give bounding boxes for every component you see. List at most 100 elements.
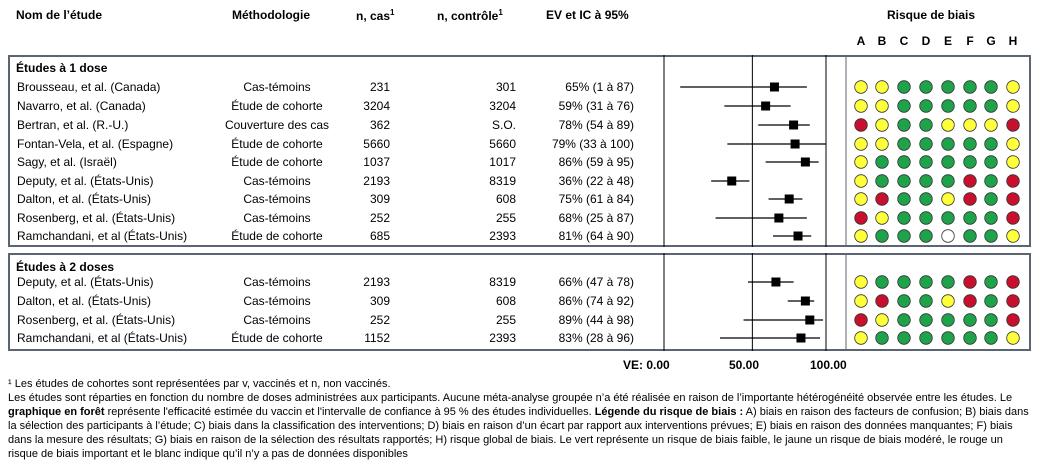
axis-label-100: 100.00 [810, 358, 847, 372]
bias-dot-g [984, 313, 998, 327]
study-name: Deputy, et al. (États-Unis) [17, 174, 154, 188]
bias-dot-e [941, 331, 955, 345]
bias-dot-h [1006, 313, 1020, 327]
bias-letter-f: F [966, 34, 974, 48]
bias-dot-f [963, 137, 977, 151]
bias-dot-g [984, 331, 998, 345]
bias-dot-c [897, 118, 911, 132]
footnote-text-3: A) biais en raison des facteurs de confu… [8, 406, 1029, 460]
bias-dot-e [941, 211, 955, 225]
bias-dot-h [1006, 192, 1020, 206]
bias-dot-a [854, 294, 868, 308]
bias-dot-g [984, 174, 998, 188]
bias-dot-b [875, 174, 889, 188]
ve-text: 65% (1 à 87) [565, 80, 634, 94]
study-method: Cas-témoins [243, 211, 311, 225]
bias-dot-h [1006, 155, 1020, 169]
study-name: Bertran, et al. (R.-U.) [17, 118, 129, 132]
point-estimate [769, 82, 779, 92]
cases-count: 1152 [364, 331, 390, 345]
bias-dot-h [1006, 80, 1020, 94]
header-method: Méthodologie [232, 8, 310, 22]
bias-dot-h [1006, 331, 1020, 345]
bias-dot-b [875, 155, 889, 169]
point-estimate [796, 333, 806, 343]
bias-dot-b [875, 80, 889, 94]
bias-dot-g [984, 211, 998, 225]
bias-dot-d [919, 155, 933, 169]
bias-dot-f [963, 80, 977, 94]
header-cases: n, cas1 [356, 8, 394, 23]
ve-text: 89% (44 à 98) [558, 313, 634, 327]
cases-count: 1037 [363, 155, 390, 169]
section-title-one-dose: Études à 1 dose [16, 61, 108, 75]
point-estimate [789, 120, 799, 130]
controls-count: 301 [495, 80, 516, 94]
footnote-text-1: Les études sont réparties en fonction du… [8, 392, 1013, 404]
bias-letter-h: H [1008, 34, 1018, 48]
controls-count: 255 [495, 313, 516, 327]
bias-dot-a [854, 275, 868, 289]
bias-dot-c [897, 155, 911, 169]
bias-dot-b [875, 313, 889, 327]
bias-dot-d [919, 294, 933, 308]
study-name: Dalton, et al. (États-Unis) [17, 294, 152, 308]
study-method: Cas-témoins [243, 313, 311, 327]
controls-count: 255 [495, 211, 516, 225]
bias-dot-b [875, 294, 889, 308]
study-method: Étude de cohorte [231, 155, 323, 169]
point-estimate [793, 231, 803, 241]
bias-dot-e [941, 192, 955, 206]
bias-dot-h [1006, 275, 1020, 289]
footnotes: ¹ Les études de cohortes sont représenté… [8, 377, 1033, 461]
bias-dot-e [941, 118, 955, 132]
ve-text: 79% (33 à 100) [551, 137, 634, 151]
controls-count: 1017 [489, 155, 516, 169]
study-method: Cas-témoins [243, 192, 311, 206]
bias-dot-a [854, 229, 868, 243]
footnote-1: ¹ Les études de cohortes sont représenté… [8, 378, 391, 390]
study-method: Étude de cohorte [231, 99, 323, 113]
bias-dot-c [897, 99, 911, 113]
bias-letter-e: E [943, 34, 952, 48]
bias-dot-a [854, 313, 868, 327]
bias-dot-e [941, 229, 955, 243]
bias-dot-b [875, 229, 889, 243]
bias-dot-c [897, 313, 911, 327]
bias-dot-c [897, 137, 911, 151]
point-estimate [771, 277, 781, 287]
study-name: Navarro, et al. (Canada) [17, 99, 146, 113]
bias-dot-f [963, 229, 977, 243]
bias-dot-f [963, 118, 977, 132]
bias-dot-c [897, 275, 911, 289]
bias-dot-d [919, 331, 933, 345]
bias-dot-d [919, 99, 933, 113]
bias-dot-d [919, 174, 933, 188]
bias-dot-f [963, 313, 977, 327]
header-controls-sup: 1 [498, 8, 503, 17]
point-estimate [774, 213, 784, 223]
cases-count: 362 [369, 118, 390, 132]
bias-dot-d [919, 80, 933, 94]
bias-dot-f [963, 275, 977, 289]
study-method: Cas-témoins [243, 174, 311, 188]
bias-dot-e [941, 155, 955, 169]
point-estimate [790, 139, 800, 149]
bias-dot-b [875, 99, 889, 113]
bias-dot-g [984, 80, 998, 94]
ve-text: 78% (54 à 89) [558, 118, 634, 132]
study-name: Brousseau, et al. (Canada) [17, 80, 161, 94]
bias-dot-d [919, 137, 933, 151]
bias-dot-b [875, 192, 889, 206]
bias-dot-c [897, 192, 911, 206]
bias-dot-e [941, 80, 955, 94]
bias-dot-c [897, 174, 911, 188]
bias-dot-f [963, 174, 977, 188]
point-estimate [761, 101, 771, 111]
bias-dot-d [919, 211, 933, 225]
cases-count: 2193 [363, 275, 390, 289]
bias-dot-d [919, 275, 933, 289]
header-ve: EV et IC à 95% [546, 8, 629, 22]
point-estimate [805, 315, 815, 325]
bias-dot-e [941, 137, 955, 151]
